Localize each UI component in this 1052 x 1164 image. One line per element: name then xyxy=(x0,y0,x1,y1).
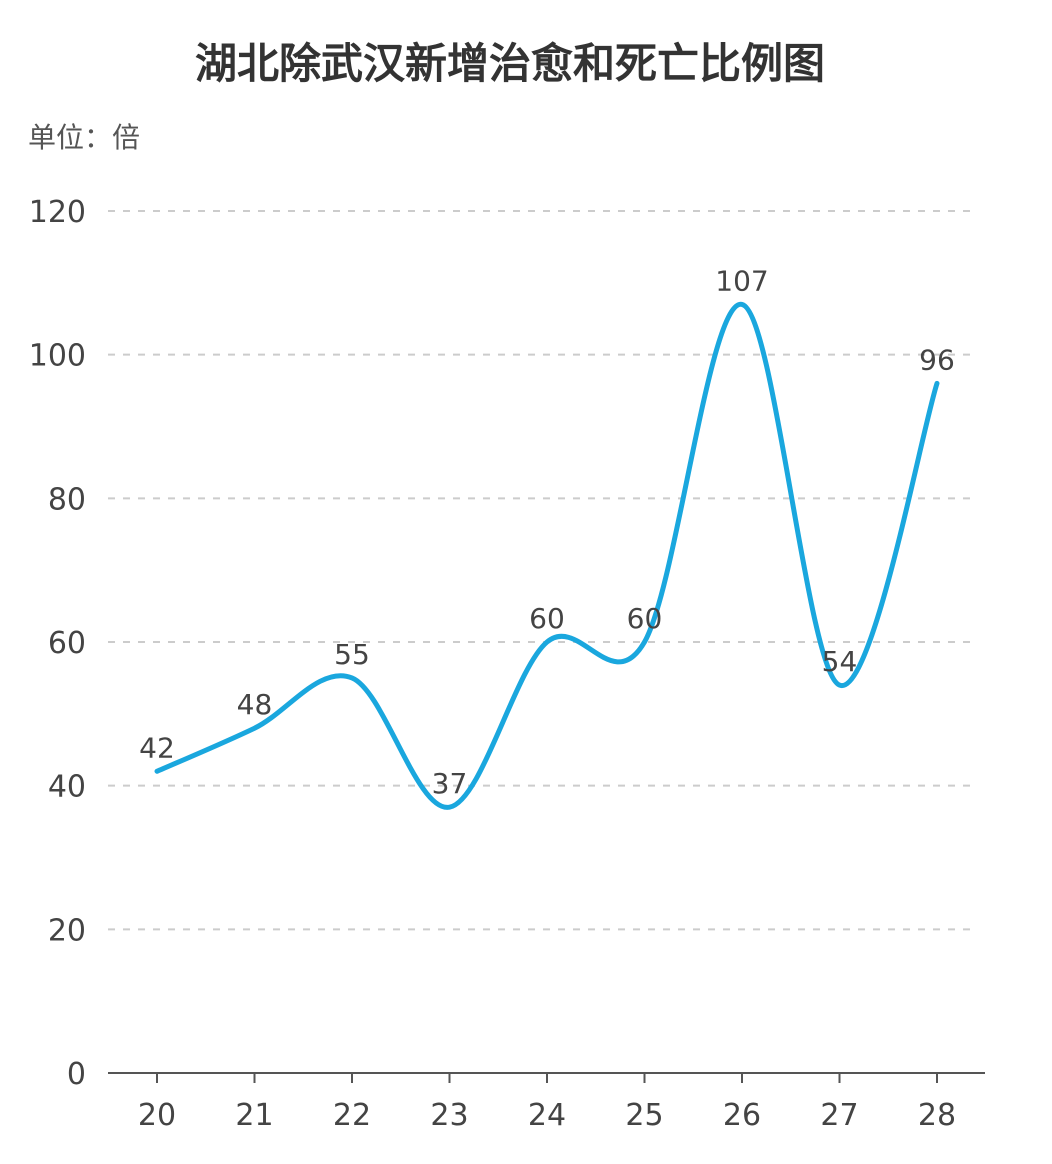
axis-layer: 0 20 40 60 80 100 120 20 21 22 23 24 25 26 27 28 xyxy=(29,195,985,1133)
grid-layer xyxy=(108,210,977,931)
label-layer: 42 48 55 37 60 60 107 54 96 xyxy=(139,264,955,800)
x-tick-label: 28 xyxy=(918,1098,956,1133)
series-layer xyxy=(154,301,940,810)
x-tick-label: 27 xyxy=(820,1098,858,1133)
data-label: 54 xyxy=(822,645,858,678)
x-tick-label: 21 xyxy=(235,1098,273,1133)
x-tick-label: 20 xyxy=(138,1098,176,1133)
unit-label: 单位：倍 xyxy=(28,121,141,154)
data-label: 96 xyxy=(919,343,955,376)
x-tick-label: 23 xyxy=(430,1098,468,1133)
data-label: 55 xyxy=(334,638,370,671)
y-tick-label: 60 xyxy=(48,626,86,661)
x-tick-label: 22 xyxy=(333,1098,371,1133)
y-tick-label: 120 xyxy=(29,195,86,230)
data-label: 60 xyxy=(627,602,663,635)
series-line xyxy=(154,301,940,810)
y-tick-label: 80 xyxy=(48,482,86,517)
y-tick-label: 0 xyxy=(67,1057,86,1092)
x-tick-label: 25 xyxy=(625,1098,663,1133)
chart-title: 湖北除武汉新增治愈和死亡比例图 xyxy=(194,39,825,88)
data-label: 60 xyxy=(529,602,565,635)
y-tick-label: 20 xyxy=(48,913,86,948)
data-label: 37 xyxy=(432,767,468,800)
x-tick-label: 26 xyxy=(723,1098,761,1133)
data-label: 107 xyxy=(715,264,768,297)
y-tick-label: 40 xyxy=(48,770,86,805)
y-tick-label: 100 xyxy=(29,339,86,374)
data-label: 42 xyxy=(139,731,175,764)
data-label: 48 xyxy=(237,688,273,721)
x-tick-label: 24 xyxy=(528,1098,566,1133)
